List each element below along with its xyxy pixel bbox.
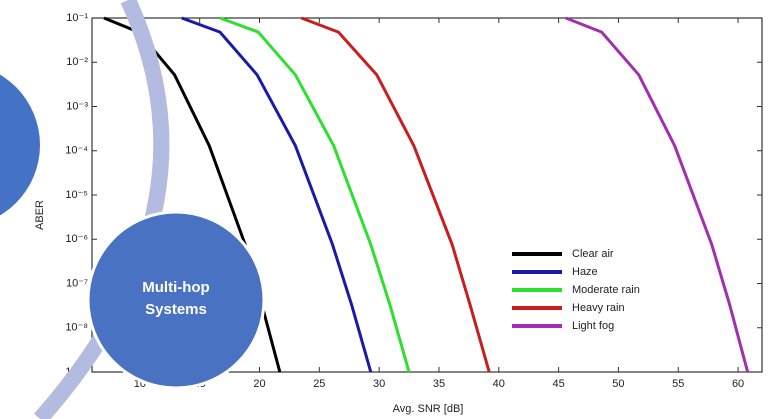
overlay: Multi-hop Systems [0,0,266,419]
y-tick-label: 10⁻⁷ [66,277,88,289]
legend-label: Light fog [572,320,614,332]
x-tick-label: 50 [612,378,624,390]
series-line [565,16,750,373]
series-line [219,16,411,373]
y-tick-label: 10⁻⁸ [65,322,88,334]
decor-ring [34,0,170,419]
x-axis-label: Avg. SNR [dB] [393,403,464,415]
legend-label: Haze [572,266,598,278]
x-tick-label: 30 [373,378,385,390]
overlay-circle [86,210,266,390]
decor-circle [0,74,40,216]
series-line [181,16,373,373]
legend-label: Clear air [572,248,614,260]
y-tick-label: 10⁻⁵ [65,189,88,201]
x-tick-label: 35 [433,378,445,390]
y-axis-label: ABER [34,200,46,230]
y-tick-label: 10⁻⁶ [65,233,88,245]
x-tick-label: 45 [552,378,564,390]
x-tick-label: 55 [672,378,684,390]
y-tick-label: 10⁻³ [66,100,88,112]
overlay-label: Systems [145,301,207,318]
x-tick-label: 25 [313,378,325,390]
x-tick-label: 20 [253,378,265,390]
x-tick-label: 60 [732,378,744,390]
series-line [300,16,491,373]
overlay-label: Multi-hop [142,279,209,296]
legend-label: Heavy rain [572,302,625,314]
y-tick-label: 10⁻⁴ [65,145,88,157]
x-tick-label: 40 [493,378,505,390]
y-tick-label: 10⁻² [66,56,88,68]
y-tick-label: 10⁻¹ [66,12,88,24]
legend-label: Moderate rain [572,284,640,296]
